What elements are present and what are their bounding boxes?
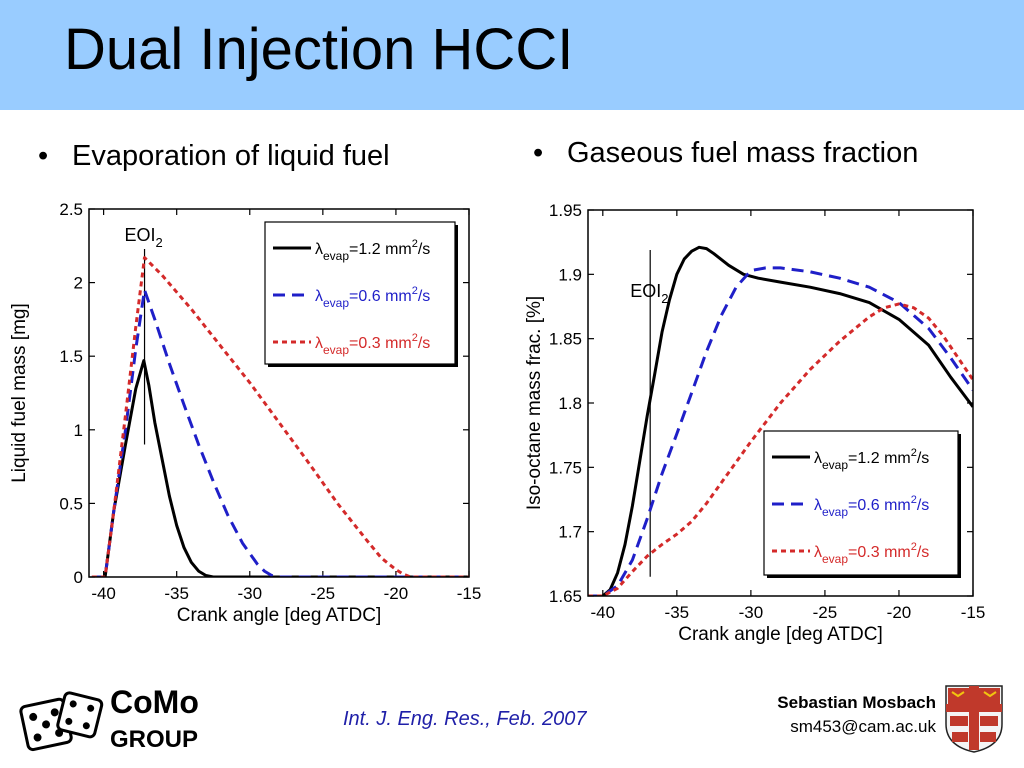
x-tick-label: -35 bbox=[164, 584, 189, 603]
y-tick-label: 1.95 bbox=[549, 201, 582, 220]
y-tick-label: 2 bbox=[74, 274, 83, 293]
gaseous-fraction-chart: -40 -35 -30 -25 -20 -15 1.65 1.7 1.75 1.8 1.85 1.9 1… bbox=[524, 201, 986, 645]
liquid-fuel-chart: -40 -35 -30 -25 -20 -15 0 0.5 1 1.5 2 2.5 Crank angl… bbox=[9, 200, 482, 626]
y-tick-label: 1.8 bbox=[558, 394, 582, 413]
series-line-2 bbox=[588, 266, 973, 596]
y-tick-label: 1.65 bbox=[549, 587, 582, 606]
x-tick-label: -30 bbox=[237, 584, 262, 603]
bullet-left: • Evaporation of liquid fuel bbox=[38, 140, 390, 173]
x-tick-label: -25 bbox=[813, 603, 838, 622]
citation: Int. J. Eng. Res., Feb. 2007 bbox=[343, 708, 587, 730]
y-axis-label: Iso-octane mass frac. [%] bbox=[524, 296, 545, 510]
x-tick-label: -15 bbox=[961, 603, 986, 622]
bullet-dot: • bbox=[38, 140, 49, 172]
y-tick-label: 1 bbox=[74, 421, 83, 440]
plot-frame bbox=[88, 208, 470, 578]
legend-label-1: λevap=1.2 mm2/s bbox=[814, 447, 929, 472]
y-tick-label: 0.5 bbox=[59, 494, 83, 513]
author-name: Sebastian Mosbach bbox=[777, 693, 936, 712]
y-axis-label: Liquid fuel mass [mg] bbox=[9, 303, 30, 483]
eoi-label: EOI2 bbox=[125, 225, 163, 250]
x-tick-label: -15 bbox=[457, 584, 482, 603]
plot-frame bbox=[587, 209, 974, 597]
legend-label-2: λevap=0.6 mm2/s bbox=[315, 285, 430, 310]
x-tick-label: -40 bbox=[591, 603, 616, 622]
bullet-dot: • bbox=[533, 137, 544, 169]
y-tick-label: 2.5 bbox=[59, 200, 83, 219]
x-tick-label: -20 bbox=[384, 584, 409, 603]
series-line-2 bbox=[91, 288, 469, 577]
series-line-3 bbox=[588, 302, 973, 596]
series-group bbox=[588, 245, 973, 596]
series-line-1 bbox=[91, 359, 469, 577]
legend-label-3: λevap=0.3 mm2/s bbox=[315, 332, 430, 357]
x-tick-label: -30 bbox=[739, 603, 764, 622]
bullet-left-text: Evaporation of liquid fuel bbox=[72, 140, 390, 172]
bullet-right: • Gaseous fuel mass fraction bbox=[533, 137, 918, 170]
y-tick-label: 0 bbox=[74, 568, 83, 587]
y-tick-label: 1.9 bbox=[558, 265, 582, 284]
y-tick-label: 1.7 bbox=[558, 523, 582, 542]
series-group bbox=[91, 256, 469, 577]
legend-label-1: λevap=1.2 mm2/s bbox=[315, 238, 430, 263]
dice-icon bbox=[19, 691, 104, 752]
slide-title: Dual Injection HCCI bbox=[64, 17, 574, 82]
bullet-right-text: Gaseous fuel mass fraction bbox=[567, 137, 919, 169]
legend-label-2: λevap=0.6 mm2/s bbox=[814, 494, 929, 519]
x-tick-label: -25 bbox=[311, 584, 336, 603]
university-crest-icon bbox=[945, 685, 1003, 753]
title-bar: Dual Injection HCCI bbox=[0, 0, 1024, 110]
legend-label-3: λevap=0.3 mm2/s bbox=[814, 541, 929, 566]
legend-box bbox=[264, 221, 456, 365]
series-line-1 bbox=[588, 245, 973, 596]
x-tick-label: -35 bbox=[665, 603, 690, 622]
x-tick-label: -40 bbox=[91, 584, 116, 603]
logo-group: GROUP bbox=[110, 726, 199, 753]
x-tick-label: -20 bbox=[887, 603, 912, 622]
x-axis-label: Crank angle [deg ATDC] bbox=[678, 624, 883, 645]
y-tick-label: 1.5 bbox=[59, 347, 83, 366]
x-axis-label: Crank angle [deg ATDC] bbox=[177, 605, 382, 626]
logo-como: CoMo bbox=[110, 684, 199, 720]
series-line-3 bbox=[91, 256, 469, 577]
y-tick-label: 1.75 bbox=[549, 458, 582, 477]
y-tick-label: 1.85 bbox=[549, 330, 582, 349]
eoi-label: EOI2 bbox=[630, 281, 668, 306]
author-email: sm453@cam.ac.uk bbox=[790, 717, 936, 736]
